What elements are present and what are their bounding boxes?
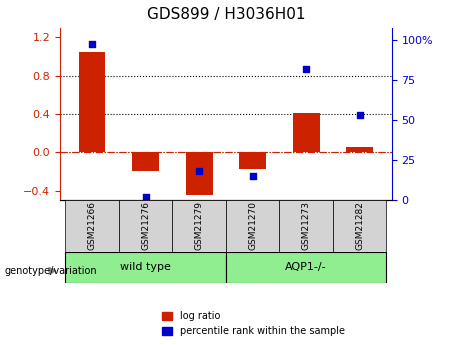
Point: [195, 169, 203, 174]
FancyBboxPatch shape: [65, 200, 119, 252]
Point: [89, 41, 96, 46]
FancyBboxPatch shape: [333, 200, 386, 252]
Point: [142, 194, 149, 200]
Bar: [79, 51, 106, 152]
Legend: log ratio, percentile rank within the sample: log ratio, percentile rank within the sa…: [159, 307, 349, 340]
FancyBboxPatch shape: [226, 200, 279, 252]
Bar: [293, 113, 319, 152]
Text: genotype/variation: genotype/variation: [5, 266, 97, 276]
Text: GSM21276: GSM21276: [141, 201, 150, 250]
Text: wild type: wild type: [120, 263, 171, 272]
Point: [249, 174, 256, 179]
Title: GDS899 / H3036H01: GDS899 / H3036H01: [147, 7, 305, 22]
Point: [356, 113, 363, 118]
Text: GSM21282: GSM21282: [355, 201, 364, 250]
FancyBboxPatch shape: [65, 252, 226, 283]
FancyBboxPatch shape: [119, 200, 172, 252]
FancyBboxPatch shape: [226, 252, 386, 283]
Text: GSM21279: GSM21279: [195, 201, 204, 250]
Bar: [346, 147, 373, 152]
Text: AQP1-/-: AQP1-/-: [285, 263, 327, 272]
Bar: [132, 152, 159, 171]
FancyBboxPatch shape: [172, 200, 226, 252]
Point: [302, 66, 310, 72]
Text: GSM21273: GSM21273: [301, 201, 311, 250]
FancyBboxPatch shape: [279, 200, 333, 252]
Bar: [239, 152, 266, 169]
Text: GSM21266: GSM21266: [88, 201, 96, 250]
Text: GSM21270: GSM21270: [248, 201, 257, 250]
Bar: [186, 152, 213, 195]
